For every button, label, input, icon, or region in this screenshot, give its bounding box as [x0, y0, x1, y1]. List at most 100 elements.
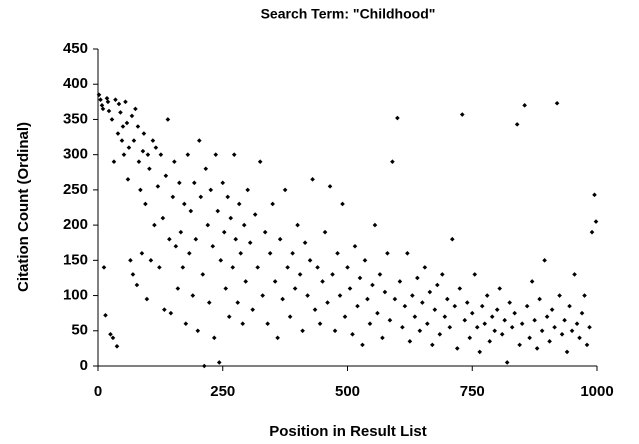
point — [332, 328, 338, 334]
point — [307, 258, 313, 263]
x-tick-label: 1000 — [580, 383, 613, 400]
point — [392, 296, 398, 302]
point — [123, 99, 128, 105]
point — [504, 360, 510, 365]
point — [113, 97, 118, 103]
point — [517, 342, 522, 348]
point — [211, 335, 217, 341]
point — [124, 120, 130, 126]
point — [342, 314, 348, 319]
point — [579, 310, 585, 316]
point — [203, 166, 209, 172]
y-tick-label: 200 — [63, 216, 88, 233]
point — [114, 343, 120, 349]
point — [335, 250, 340, 256]
point — [430, 342, 435, 348]
point — [262, 229, 268, 235]
x-tick-label: 250 — [210, 383, 235, 400]
point — [141, 131, 147, 136]
point — [574, 321, 580, 327]
point — [170, 194, 176, 200]
y-tick-label: 350 — [63, 110, 88, 127]
point — [106, 108, 112, 114]
point — [130, 272, 136, 277]
point — [250, 307, 255, 312]
point — [221, 229, 227, 235]
point — [165, 117, 171, 122]
y-tick-label: 450 — [63, 40, 88, 57]
point — [467, 335, 473, 341]
point — [200, 272, 206, 277]
point — [412, 314, 418, 319]
point — [400, 324, 405, 330]
point — [255, 265, 260, 270]
y-tick-label: 0 — [80, 357, 88, 374]
point — [405, 250, 410, 256]
point — [395, 115, 400, 121]
point — [397, 279, 403, 284]
point — [357, 275, 363, 281]
point — [136, 159, 142, 165]
point — [215, 208, 221, 214]
point — [292, 286, 298, 291]
point — [539, 328, 545, 334]
point — [267, 250, 273, 256]
point — [193, 236, 199, 242]
point — [584, 342, 590, 348]
point — [469, 310, 475, 316]
point — [422, 265, 428, 270]
point — [206, 300, 212, 305]
point — [115, 131, 121, 136]
point — [440, 272, 445, 277]
point — [509, 324, 515, 330]
point — [226, 314, 232, 319]
point — [105, 99, 111, 105]
point — [168, 310, 174, 316]
point — [185, 152, 191, 157]
point — [375, 310, 380, 316]
point — [275, 335, 280, 341]
point — [547, 339, 552, 344]
point — [147, 166, 152, 172]
point — [153, 145, 159, 150]
point — [417, 328, 423, 334]
point — [180, 265, 186, 270]
point — [188, 208, 194, 214]
point — [131, 138, 137, 143]
point — [464, 300, 470, 305]
point — [355, 303, 360, 309]
point — [435, 282, 440, 288]
point — [554, 100, 560, 106]
point — [295, 222, 300, 228]
point — [325, 300, 330, 305]
point — [567, 303, 572, 309]
point — [459, 112, 465, 117]
point — [457, 286, 463, 291]
point — [519, 321, 525, 327]
point — [260, 293, 265, 298]
point — [562, 317, 567, 323]
point — [143, 201, 148, 207]
point — [360, 342, 365, 348]
point — [183, 321, 189, 327]
point — [410, 293, 415, 298]
point — [280, 296, 285, 302]
point — [472, 272, 478, 277]
point — [277, 236, 283, 242]
point — [129, 113, 135, 119]
y-tick-label: 150 — [63, 251, 88, 268]
point — [340, 201, 345, 207]
point — [445, 296, 450, 302]
y-axis-label: Citation Count (Ordinal) — [15, 122, 32, 292]
point — [380, 335, 385, 341]
point — [347, 286, 353, 291]
point — [502, 317, 507, 323]
point — [425, 321, 430, 327]
point — [345, 265, 350, 270]
point — [195, 328, 201, 334]
point — [236, 201, 242, 207]
point — [163, 173, 169, 179]
point — [182, 201, 187, 207]
point — [544, 314, 550, 319]
point — [145, 152, 151, 157]
